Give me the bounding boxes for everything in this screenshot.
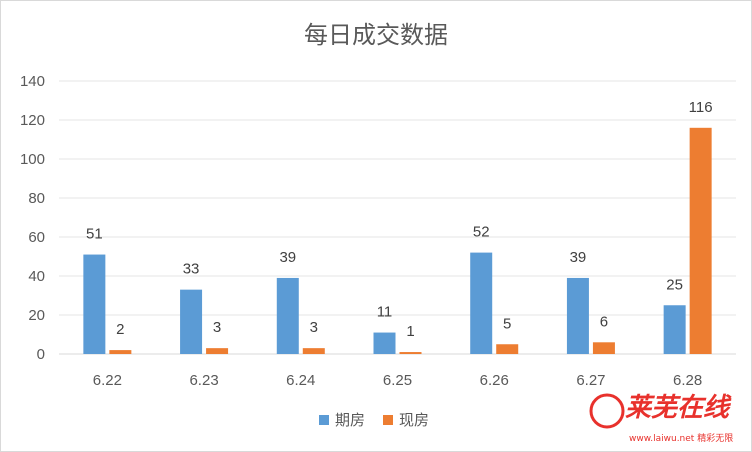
watermark-logo: 莱芜在线 www.laiwu.net 精彩无限 xyxy=(589,393,733,444)
legend-label: 期房 xyxy=(335,411,365,429)
x-tick-label: 6.26 xyxy=(480,372,509,389)
data-label: 11 xyxy=(377,304,393,321)
x-axis: 6.22 6.23 6.24 6.25 6.26 6.27 6.28 xyxy=(93,372,702,389)
x-tick-label: 6.22 xyxy=(93,372,122,389)
data-label: 3 xyxy=(310,319,318,336)
watermark-swirl-icon xyxy=(589,393,625,429)
data-label: 51 xyxy=(86,226,103,243)
x-tick-label: 6.24 xyxy=(286,372,315,389)
bar-existing xyxy=(592,342,615,354)
x-tick-label: 6.23 xyxy=(189,372,218,389)
bar-existing xyxy=(399,352,422,354)
data-label: 39 xyxy=(279,249,296,266)
chart-title: 每日成交数据 xyxy=(304,21,448,49)
legend-swatch xyxy=(319,415,329,425)
watermark-subtext: www.laiwu.net 精彩无限 xyxy=(629,432,733,444)
bar-existing xyxy=(206,348,229,354)
bar-existing xyxy=(109,350,132,354)
y-tick-label: 60 xyxy=(28,229,45,246)
legend-swatch xyxy=(383,415,393,425)
legend: 期房 现房 xyxy=(319,411,429,429)
watermark-brand: 莱芜在线 xyxy=(625,393,732,423)
x-tick-label: 6.28 xyxy=(673,372,702,389)
legend-label: 现房 xyxy=(399,411,429,429)
y-tick-label: 140 xyxy=(20,73,45,90)
data-label: 1 xyxy=(406,323,414,340)
y-tick-label: 120 xyxy=(20,112,45,129)
bar-presale xyxy=(373,332,396,354)
bar-presale xyxy=(470,252,493,354)
bar-existing xyxy=(689,127,712,354)
x-tick-label: 6.25 xyxy=(383,372,412,389)
data-label: 116 xyxy=(689,99,713,116)
data-label: 2 xyxy=(116,321,124,338)
data-label: 52 xyxy=(473,224,490,241)
y-tick-label: 0 xyxy=(37,346,45,363)
bar-existing xyxy=(302,348,325,354)
data-label: 6 xyxy=(600,313,608,330)
bar-presale xyxy=(180,289,203,354)
data-label: 25 xyxy=(666,276,683,293)
bar-existing xyxy=(496,344,519,354)
gridlines xyxy=(59,80,736,355)
y-tick-label: 40 xyxy=(28,268,45,285)
y-tick-label: 100 xyxy=(20,151,45,168)
bar-presale xyxy=(83,254,106,354)
data-label: 33 xyxy=(183,261,200,278)
data-label: 39 xyxy=(570,249,587,266)
bar-presale xyxy=(566,277,589,354)
y-tick-label: 80 xyxy=(28,190,45,207)
y-axis: 0 20 40 60 80 100 120 140 xyxy=(20,73,45,363)
y-tick-label: 20 xyxy=(28,307,45,324)
data-label: 5 xyxy=(503,315,511,332)
data-label: 3 xyxy=(213,319,221,336)
x-tick-label: 6.27 xyxy=(576,372,605,389)
bar-presale xyxy=(663,305,686,354)
bar-presale xyxy=(276,277,299,354)
